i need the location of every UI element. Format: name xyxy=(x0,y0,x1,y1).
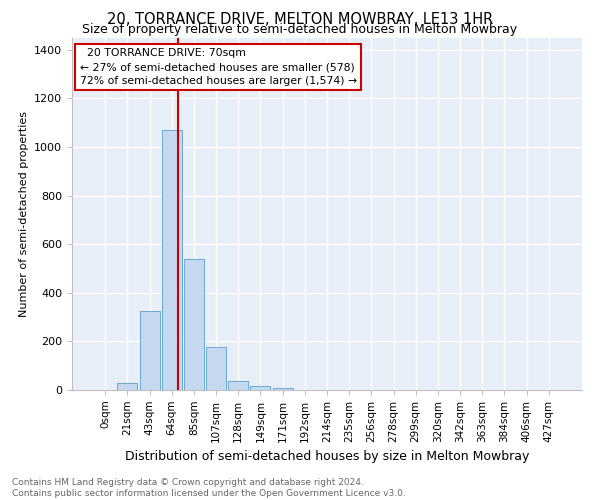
Bar xyxy=(272,388,293,390)
Bar xyxy=(206,346,226,390)
Text: 20, TORRANCE DRIVE, MELTON MOWBRAY, LE13 1HR: 20, TORRANCE DRIVE, MELTON MOWBRAY, LE13… xyxy=(107,12,493,28)
Bar xyxy=(228,381,248,390)
Text: Contains HM Land Registry data © Crown copyright and database right 2024.
Contai: Contains HM Land Registry data © Crown c… xyxy=(12,478,406,498)
Bar xyxy=(140,311,160,390)
Bar xyxy=(162,130,182,390)
X-axis label: Distribution of semi-detached houses by size in Melton Mowbray: Distribution of semi-detached houses by … xyxy=(125,450,529,463)
Bar xyxy=(184,258,204,390)
Y-axis label: Number of semi-detached properties: Number of semi-detached properties xyxy=(19,111,29,317)
Text: 20 TORRANCE DRIVE: 70sqm  
← 27% of semi-detached houses are smaller (578)
72% o: 20 TORRANCE DRIVE: 70sqm ← 27% of semi-d… xyxy=(80,48,357,86)
Bar xyxy=(118,383,137,390)
Text: Size of property relative to semi-detached houses in Melton Mowbray: Size of property relative to semi-detach… xyxy=(82,22,518,36)
Bar xyxy=(250,386,271,390)
